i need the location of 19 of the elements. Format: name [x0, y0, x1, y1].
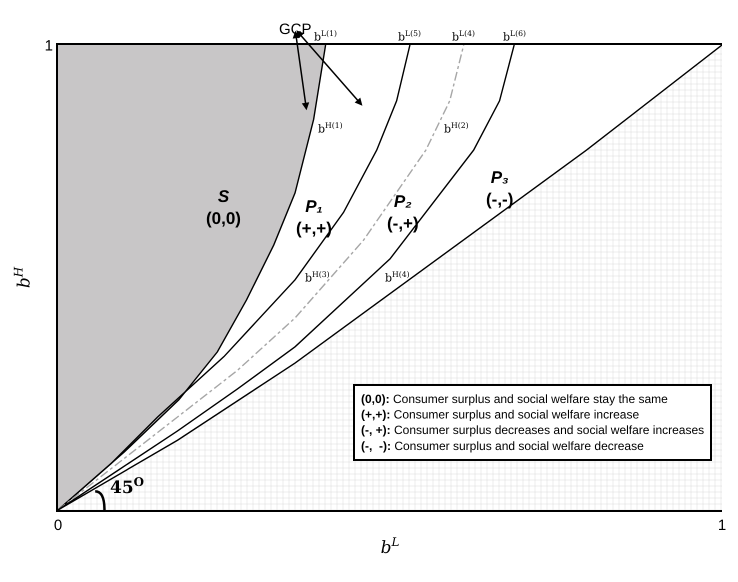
annotation: P₁ (+,+) — [296, 197, 332, 238]
annotation: b$^{L(1)}$ — [314, 29, 338, 44]
annotation: P₂ (-,+) — [387, 192, 419, 234]
x-tick-label: 0 — [54, 517, 62, 534]
annotation: (+,+): Consumer surplus and social welfare increase — [361, 408, 640, 422]
annotation: b$^{L(6)}$ — [503, 29, 526, 44]
annotation: (0,0): Consumer surplus and social welfare stay the same — [361, 392, 668, 406]
annotation: (-, -): Consumer surplus and social welfare decrease — [361, 438, 644, 453]
annotation: b$^{L(5)}$ — [398, 29, 422, 44]
x-axis-title: b$^{L}$ — [380, 534, 400, 558]
annotation: 45$^{O}$ — [110, 475, 144, 498]
annotation: b$^{H(2)}$ — [444, 121, 469, 136]
annotation: b$^{L(4)}$ — [452, 29, 476, 44]
annotation: (-, +): Consumer surplus decreases and social welfare increases — [361, 423, 704, 438]
annotation: b$^{H(3)}$ — [305, 270, 330, 285]
annotation: P₃ (-,-) — [486, 168, 514, 210]
annotation: b$^{H(1)}$ — [318, 121, 343, 136]
annotation: b$^{H(4)}$ — [385, 270, 410, 285]
annotation: S (0,0) — [206, 187, 241, 228]
